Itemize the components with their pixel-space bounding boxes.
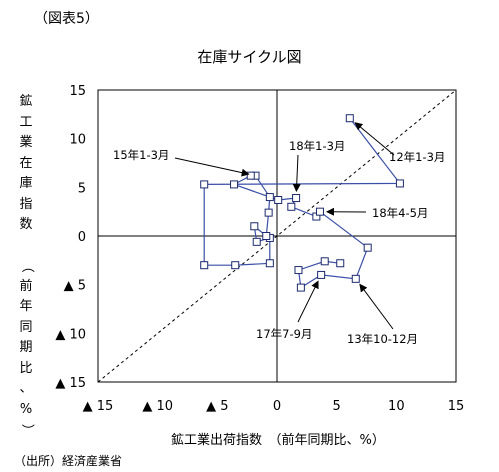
data-point-marker — [336, 259, 345, 268]
chart-title: 在庫サイクル図 — [197, 48, 302, 66]
y-axis-label-char: 業 — [19, 135, 33, 150]
y-axis-label-char: 同 — [19, 319, 33, 335]
x-axis-label: 鉱工業出荷指数 （前年同期比、%） — [171, 433, 385, 448]
data-point-marker — [246, 171, 255, 180]
data-point-marker — [200, 261, 209, 270]
reference-line-45deg — [97, 89, 457, 383]
annotation-label: 18年1-3月 — [289, 139, 345, 153]
y-axis-label-char: 比 — [19, 360, 33, 376]
data-point-marker — [363, 243, 372, 252]
annotation-label: 12年1-3月 — [389, 150, 445, 164]
x-tick-label: ▲ 15 — [83, 399, 114, 414]
data-point-marker — [250, 222, 259, 231]
x-tick-label: ▲ 10 — [142, 399, 173, 414]
data-point-marker — [345, 114, 354, 123]
data-point-marker — [262, 232, 271, 240]
annotation-arrow — [174, 157, 250, 177]
data-point-marker — [296, 283, 305, 292]
x-tick-label: ▲ 5 — [206, 399, 228, 414]
annotation-label: 13年10-12月 — [347, 332, 418, 346]
y-axis-label-char: （ — [19, 259, 35, 273]
y-axis-label-char: 、 — [19, 381, 33, 396]
data-point-marker — [351, 274, 360, 283]
y-axis-label-char: 指 — [19, 196, 33, 212]
annotation-arrow — [359, 283, 394, 330]
y-tick-label: 10 — [69, 133, 86, 148]
y-axis-label-char: 在 — [19, 155, 33, 171]
annotation-label: 15年1-3月 — [113, 148, 169, 162]
data-point-marker — [320, 257, 329, 266]
y-axis-label-char — [18, 236, 34, 257]
y-tick-label: 5 — [78, 181, 86, 196]
y-axis-label-char: 数 — [19, 217, 33, 232]
annotation-arrow — [354, 122, 395, 156]
data-point-marker — [265, 259, 274, 268]
y-axis-label-char: 工 — [19, 114, 33, 130]
data-point-marker — [265, 193, 274, 202]
x-tick-label: 10 — [388, 399, 405, 414]
y-tick-label: ▲ 5 — [64, 279, 86, 294]
annotation-arrow — [297, 280, 319, 323]
data-point-marker — [274, 195, 283, 204]
annotation-label: 17年7-9月 — [256, 327, 312, 341]
data-point-marker — [294, 266, 303, 275]
data-point-marker — [231, 261, 240, 270]
data-point-marker — [252, 237, 261, 246]
y-axis-label-char: % — [19, 401, 33, 417]
data-point-marker — [395, 179, 404, 188]
y-axis-label-char: ） — [19, 423, 35, 437]
y-axis-label: 鉱工業在庫指数 （ 前年同期比、% ） — [18, 92, 34, 441]
figure-label: （図表5） — [34, 11, 99, 27]
y-axis-label-char: 期 — [19, 340, 33, 355]
data-point-marker — [292, 194, 301, 203]
data-point-marker — [315, 207, 324, 216]
data-point-marker — [317, 270, 326, 279]
y-tick-label: ▲ 10 — [55, 327, 86, 342]
y-axis-label-char: 鉱 — [19, 94, 33, 109]
y-tick-label: 0 — [78, 230, 86, 245]
y-tick-label: ▲ 15 — [55, 376, 86, 391]
y-axis-label-char: 前 — [19, 278, 33, 294]
y-axis-label-char: 庫 — [19, 176, 33, 191]
data-point-marker — [264, 208, 273, 217]
data-point-marker — [287, 202, 296, 211]
y-axis-label-char: 年 — [19, 299, 33, 314]
annotation-arrow — [292, 154, 301, 193]
source-note: （出所）経済産業省 — [14, 454, 123, 468]
x-tick-label: 15 — [448, 399, 465, 414]
x-tick-label: 5 — [333, 399, 341, 414]
x-tick-label: 0 — [273, 399, 281, 414]
data-point-marker — [200, 180, 209, 189]
annotation-label: 18年4-5月 — [372, 206, 428, 220]
data-point-marker — [230, 180, 239, 189]
y-tick-label: 15 — [69, 84, 86, 99]
